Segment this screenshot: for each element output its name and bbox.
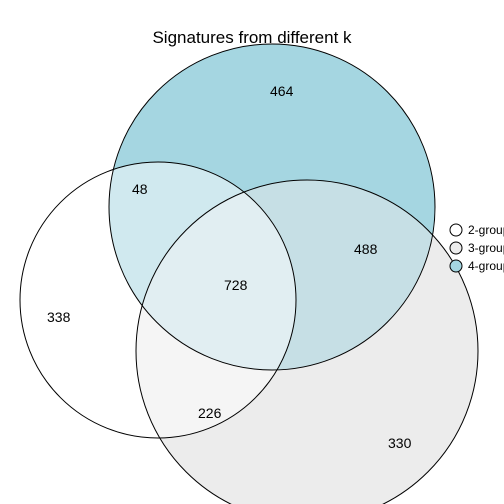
value-B_only: 330 xyxy=(388,435,412,451)
chart-title: Signatures from different k xyxy=(0,28,504,48)
legend-swatch-0 xyxy=(450,224,462,236)
value-BC_only: 488 xyxy=(354,241,378,257)
legend-swatch-1 xyxy=(450,242,462,254)
value-A_only: 338 xyxy=(47,309,71,325)
value-ABC: 728 xyxy=(224,277,248,293)
legend-label-1: 3-group xyxy=(468,241,504,255)
value-AB_only: 226 xyxy=(198,405,222,421)
value-AC_only: 48 xyxy=(132,181,148,197)
legend-label-0: 2-group xyxy=(468,223,504,237)
value-C_only: 464 xyxy=(270,83,294,99)
legend-label-2: 4-group xyxy=(468,259,504,273)
legend-swatch-2 xyxy=(450,260,462,272)
venn-diagram: 338 330 464 226 48 488 728 2-group 3-group 4-grou… xyxy=(0,0,504,504)
